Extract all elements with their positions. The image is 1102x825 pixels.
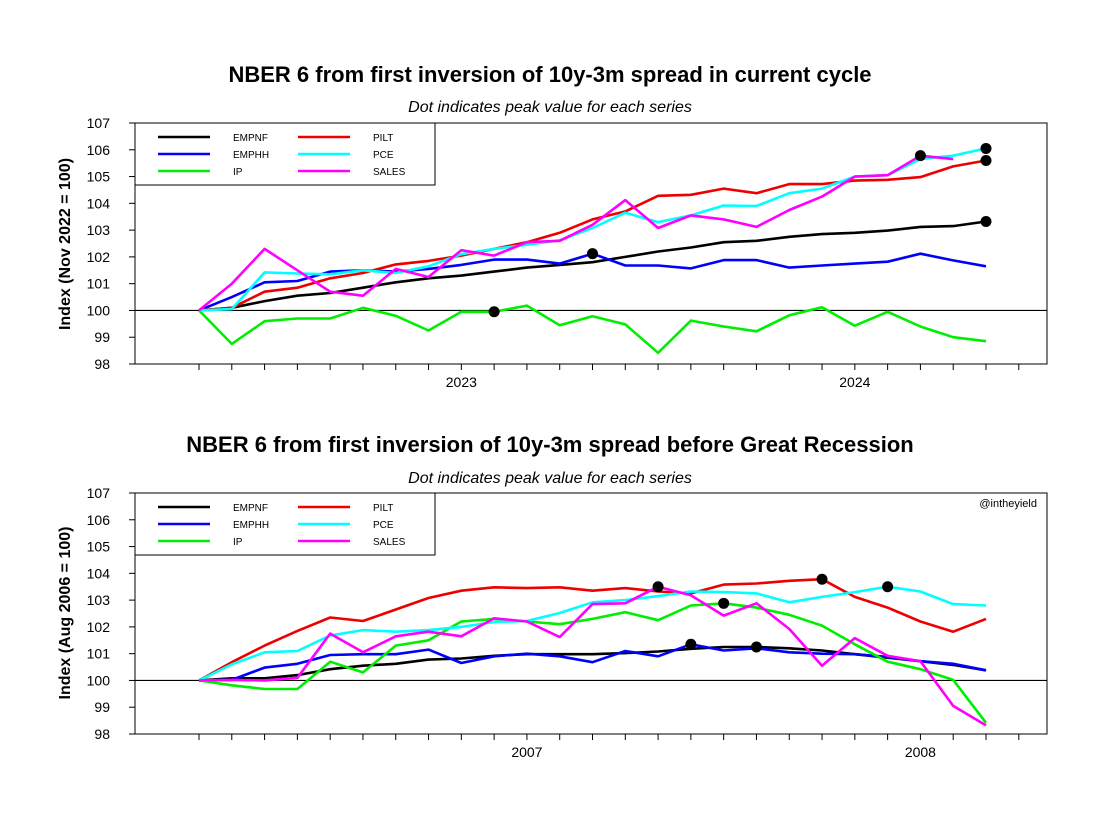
chart-1-series-ip-line	[198, 304, 987, 355]
chart-2-legend-label-ip: IP	[233, 537, 243, 548]
chart-2-series-empnf-peak-dot	[750, 641, 762, 653]
chart-2-title: NBER 6 from first inversion of 10y-3m sp…	[186, 432, 913, 457]
chart-2-y-tick-label: 101	[87, 646, 111, 662]
chart-2-legend-label-pce: PCE	[373, 520, 394, 531]
chart-1-series-ip-peak-dot	[488, 306, 500, 318]
chart-2-series-sales-peak-dot	[652, 581, 664, 593]
chart-2: NBER 6 from first inversion of 10y-3m sp…	[57, 432, 1048, 760]
chart-1-y-tick-label: 102	[87, 249, 111, 265]
chart-1-y-tick-label: 99	[94, 329, 110, 345]
chart-2-legend-label-pilt: PILT	[373, 503, 393, 514]
chart-2-series-ip-peak-dot	[718, 597, 730, 609]
chart-1-series-pilt-line	[198, 159, 987, 312]
chart-1-y-tick-label: 105	[87, 169, 111, 185]
chart-2-y-tick-label: 99	[94, 699, 110, 715]
chart-1-series-pilt-peak-dot	[980, 154, 992, 166]
chart-2-plot-frame	[134, 492, 1048, 735]
chart-1-legend-label-pce: PCE	[373, 150, 394, 161]
chart-2-legend-label-sales: SALES	[373, 537, 406, 548]
chart-2-legend-label-emphh: EMPHH	[233, 520, 269, 531]
chart-2-y-tick-label: 104	[87, 565, 111, 581]
chart-1-series-empnf-peak-dot	[980, 216, 992, 228]
chart-1-y-axis-label: Index (Nov 2022 = 100)	[57, 158, 74, 330]
chart-1-legend-label-ip: IP	[233, 167, 243, 178]
chart-1-y-tick-label: 98	[94, 356, 110, 372]
chart-1-series-sales-line	[198, 154, 954, 312]
chart-1-legend-label-empnf: EMPNF	[233, 133, 268, 144]
chart-2-y-tick-label: 98	[94, 726, 110, 742]
chart-2-series-emphh-line	[198, 642, 987, 682]
chart-1-series-sales-peak-dot	[914, 150, 926, 162]
chart-2-subtitle: Dot indicates peak value for each series	[408, 470, 692, 487]
chart-1-plot-frame	[134, 122, 1048, 365]
chart-2-watermark: @intheyield	[979, 498, 1037, 510]
chart-2-y-tick-label: 102	[87, 619, 111, 635]
chart-1-y-tick-label: 107	[87, 115, 111, 131]
chart-1-series-pce-peak-dot	[980, 142, 992, 154]
chart-1-y-tick-label: 100	[87, 302, 111, 318]
chart-1: NBER 6 from first inversion of 10y-3m sp…	[57, 62, 1048, 390]
chart-2-y-axis-label: Index (Aug 2006 = 100)	[57, 527, 74, 700]
chart-2-legend-label-empnf: EMPNF	[233, 503, 268, 514]
chart-1-y-tick-label: 101	[87, 276, 111, 292]
chart-2-series-emphh-peak-dot	[685, 638, 697, 650]
chart-2-y-tick-label: 103	[87, 592, 111, 608]
chart-1-x-year-label: 2024	[839, 374, 870, 390]
chart-2-y-tick-label: 107	[87, 485, 111, 501]
chart-2-series-pilt-peak-dot	[816, 573, 828, 585]
chart-1-series-empnf-line	[198, 220, 987, 312]
chart-1-legend-label-sales: SALES	[373, 167, 406, 178]
chart-1-subtitle: Dot indicates peak value for each series	[408, 99, 692, 116]
chart-1-title: NBER 6 from first inversion of 10y-3m sp…	[228, 62, 871, 87]
chart-2-y-tick-label: 106	[87, 512, 111, 528]
chart-1-legend-label-emphh: EMPHH	[233, 150, 269, 161]
chart-2-series-ip-line	[198, 601, 988, 724]
chart-1-x-year-label: 2023	[446, 374, 477, 390]
chart-1-y-tick-label: 104	[87, 195, 111, 211]
chart-1-series-emphh-peak-dot	[587, 248, 598, 260]
chart-1-legend-label-pilt: PILT	[373, 133, 393, 144]
chart-1-y-tick-label: 106	[87, 142, 111, 158]
chart-2-x-year-label: 2008	[905, 744, 936, 760]
chart-2-y-tick-label: 105	[87, 539, 111, 555]
chart-2-y-tick-label: 100	[87, 672, 111, 688]
chart-2-series-pilt-line	[198, 577, 987, 682]
chart-2-series-sales-line	[198, 585, 987, 727]
chart-1-y-tick-label: 103	[87, 222, 111, 238]
chart-2-series-pce-peak-dot	[882, 581, 894, 593]
chart-2-x-year-label: 2007	[511, 744, 542, 760]
